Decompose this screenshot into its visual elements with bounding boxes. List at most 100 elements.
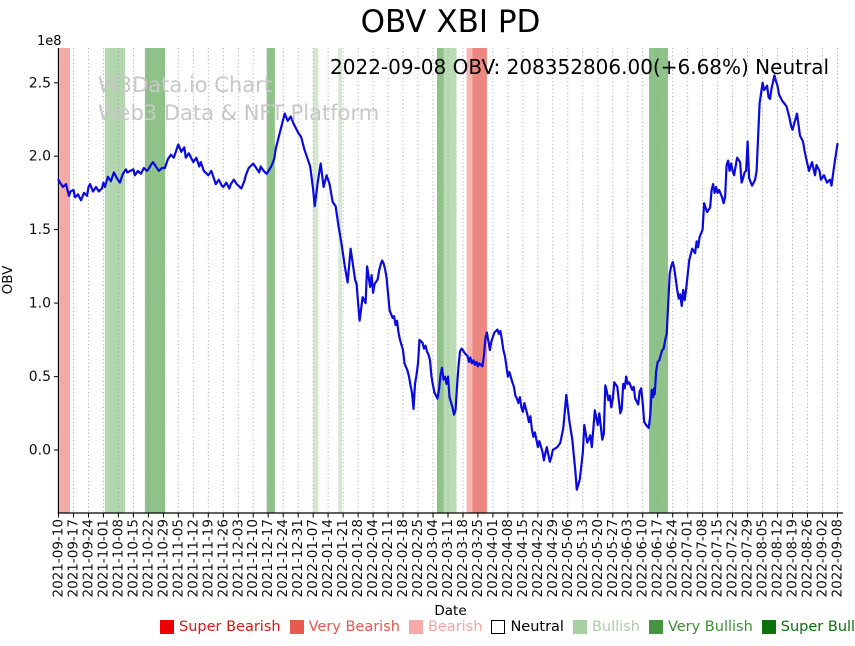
x-tick-label: 2021-11-12 xyxy=(185,519,201,597)
x-tick-label: 2021-11-05 xyxy=(170,519,186,597)
x-tick-label: 2022-08-19 xyxy=(785,519,801,597)
x-tick-label: 2022-07-29 xyxy=(740,519,756,597)
legend-item-bearish: Bearish xyxy=(408,619,483,635)
x-tick-label: 2022-08-12 xyxy=(770,519,786,597)
x-tick-label: 2022-06-10 xyxy=(635,519,651,597)
x-tick-label: 2022-03-04 xyxy=(425,519,441,597)
signal-band-very-bullish xyxy=(144,48,166,513)
watermark-line2: Web3 Data & NFT Platform xyxy=(98,101,380,125)
x-tick-label: 2022-07-22 xyxy=(725,519,741,597)
x-tick-label: 2021-10-22 xyxy=(140,519,156,597)
legend-label: Neutral xyxy=(510,619,564,635)
x-tick-label: 2021-10-01 xyxy=(95,519,111,597)
x-tick-label: 2021-12-03 xyxy=(230,519,246,597)
x-tick-label: 2022-05-20 xyxy=(590,519,606,597)
legend-label: Very Bullish xyxy=(667,619,753,635)
obv-line-series xyxy=(57,74,839,491)
x-tick-label: 2021-10-29 xyxy=(155,519,171,597)
signal-band-bullish xyxy=(313,48,319,513)
x-tick-label: 2022-04-01 xyxy=(485,519,501,597)
legend-label: Very Bearish xyxy=(308,619,400,635)
x-axis-label: Date xyxy=(434,603,467,619)
x-tick-label: 2021-10-15 xyxy=(125,519,141,597)
legend-item-neutral: Neutral xyxy=(491,619,564,635)
x-tick-label: 2022-06-03 xyxy=(620,519,636,597)
signal-band-very-bullish xyxy=(649,48,668,513)
x-tick-label: 2021-12-24 xyxy=(275,519,291,597)
x-tick-label: 2022-05-06 xyxy=(560,519,576,597)
signal-band-very-bullish xyxy=(437,48,444,513)
watermark: W3Data.io Chart Web3 Data & NFT Platform xyxy=(98,71,379,127)
signal-band-bullish xyxy=(104,48,126,513)
x-tick-label: 2022-07-01 xyxy=(680,519,696,597)
y-axis-offset-label: 1e8 xyxy=(37,34,62,49)
x-tick-label: 2022-07-15 xyxy=(710,519,726,597)
y-tick-label: 2.0 xyxy=(29,149,51,165)
legend-item-super-bullish: Super Bullish xyxy=(761,619,855,635)
legend-item-super-bearish: Super Bearish xyxy=(160,619,281,635)
x-tick-label: 2022-07-08 xyxy=(695,519,711,597)
x-tick-label: 2022-04-08 xyxy=(500,519,516,597)
chart-title: OBV XBI PD xyxy=(360,4,541,40)
y-tick-label: 0.0 xyxy=(29,443,51,459)
legend-swatch-icon xyxy=(289,620,304,634)
legend: Super Bearish Very Bearish Bearish Neutral B… xyxy=(160,619,855,635)
x-tick-label: 2022-01-21 xyxy=(335,519,351,597)
watermark-line1: W3Data.io Chart xyxy=(98,73,273,97)
x-tick-label: 2022-03-18 xyxy=(455,519,471,597)
x-tick-label: 2022-08-26 xyxy=(800,519,816,597)
latest-value-annotation: 2022-09-08 OBV: 208352806.00(+6.68%) Neu… xyxy=(330,55,829,79)
legend-swatch-icon xyxy=(648,620,663,634)
signal-band-bearish xyxy=(466,48,473,513)
x-tick-label: 2022-02-18 xyxy=(395,519,411,597)
x-tick-label: 2022-04-15 xyxy=(515,519,531,597)
y-tick-label: 1.0 xyxy=(29,296,51,312)
legend-item-very-bullish: Very Bullish xyxy=(648,619,753,635)
y-tick-label: 0.5 xyxy=(29,369,51,385)
x-tick-label: 2022-05-27 xyxy=(605,519,621,597)
legend-swatch-icon xyxy=(408,620,423,634)
signal-band-very-bearish xyxy=(472,48,487,513)
x-tick-label: 2022-04-22 xyxy=(530,519,546,597)
x-tick-label: 2022-09-02 xyxy=(815,519,831,597)
y-axis-label: OBV xyxy=(0,265,16,295)
x-tick-label: 2021-09-10 xyxy=(51,519,67,597)
legend-swatch-icon xyxy=(160,620,174,634)
x-tick-label: 2022-02-25 xyxy=(410,519,426,597)
x-tick-label: 2021-12-31 xyxy=(290,519,306,597)
legend-swatch-icon xyxy=(572,620,587,634)
legend-label: Super Bearish xyxy=(179,619,281,635)
signal-band-bullish xyxy=(443,48,457,513)
x-tick-label: 2022-02-04 xyxy=(365,519,381,597)
y-tick-label: 2.5 xyxy=(29,75,51,91)
x-tick-label: 2021-09-17 xyxy=(66,519,82,597)
x-tick-label: 2021-11-26 xyxy=(215,519,231,597)
signal-band-very-bullish xyxy=(266,48,275,513)
x-tick-label: 2022-08-05 xyxy=(755,519,771,597)
signal-band-bearish xyxy=(59,48,70,513)
legend-label: Super Bullish xyxy=(780,619,855,635)
legend-swatch-icon xyxy=(761,620,776,634)
x-tick-label: 2022-09-08 xyxy=(830,519,846,597)
x-tick-label: 2022-02-11 xyxy=(380,519,396,597)
x-tick-label: 2021-12-17 xyxy=(260,519,276,597)
legend-label: Bearish xyxy=(427,619,483,635)
signal-band-bullish xyxy=(338,48,342,513)
x-tick-label: 2022-01-14 xyxy=(320,519,336,597)
x-tick-label: 2022-06-24 xyxy=(665,519,681,597)
legend-item-bullish: Bullish xyxy=(572,619,640,635)
y-tick-label: 1.5 xyxy=(29,222,51,238)
x-tick-label: 2022-03-25 xyxy=(470,519,486,597)
x-tick-label: 2022-06-17 xyxy=(650,519,666,597)
x-tick-label: 2021-09-24 xyxy=(81,519,97,597)
legend-item-very-bearish: Very Bearish xyxy=(289,619,400,635)
x-tick-label: 2022-01-07 xyxy=(305,519,321,597)
legend-swatch-icon xyxy=(491,620,506,634)
x-tick-label: 2022-05-13 xyxy=(575,519,591,597)
x-tick-label: 2021-12-10 xyxy=(245,519,261,597)
x-tick-label: 2022-01-28 xyxy=(350,519,366,597)
x-tick-label: 2021-10-08 xyxy=(110,519,126,597)
x-tick-label: 2021-11-19 xyxy=(200,519,216,597)
